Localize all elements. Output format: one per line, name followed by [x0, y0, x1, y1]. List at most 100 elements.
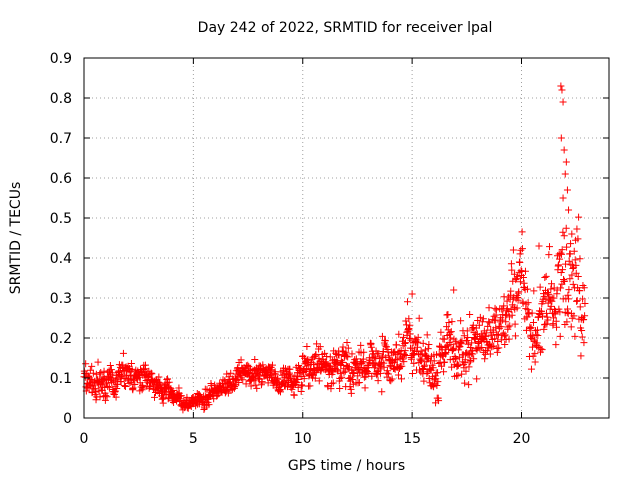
data-point [165, 378, 173, 386]
data-point [509, 246, 517, 254]
data-point [568, 230, 576, 238]
data-point [125, 379, 133, 387]
data-point [462, 367, 470, 375]
data-point [540, 325, 548, 333]
y-tick-label: 0.5 [50, 211, 72, 227]
data-point [89, 369, 97, 377]
y-tick-label: 0 [63, 411, 72, 427]
data-point [532, 331, 540, 339]
data-point [254, 374, 262, 382]
data-point [505, 335, 513, 343]
data-point [524, 306, 532, 314]
data-point [541, 274, 549, 282]
data-point [576, 255, 584, 263]
data-point [379, 347, 387, 355]
data-point [251, 355, 259, 363]
data-point [247, 382, 255, 390]
data-point [449, 345, 457, 353]
data-point [580, 284, 588, 292]
data-point [348, 350, 356, 358]
data-point [415, 314, 423, 322]
data-point [461, 379, 469, 387]
data-point [570, 312, 578, 320]
data-point [306, 382, 314, 390]
data-point [570, 247, 578, 255]
data-point [103, 379, 111, 387]
data-point [524, 299, 532, 307]
data-point [562, 224, 570, 232]
data-point [358, 359, 366, 367]
data-point [507, 287, 515, 295]
data-point [467, 356, 475, 364]
data-point [357, 341, 365, 349]
data-point [531, 350, 539, 358]
data-point [340, 368, 348, 376]
data-point [376, 369, 384, 377]
data-point [495, 324, 503, 332]
data-point [527, 365, 535, 373]
data-point [563, 243, 571, 251]
data-point [336, 369, 344, 377]
data-point [569, 280, 577, 288]
data-point [133, 375, 141, 383]
data-point [577, 352, 585, 360]
data-point [360, 373, 368, 381]
data-point [315, 377, 323, 385]
data-point [556, 332, 564, 340]
data-point [458, 370, 466, 378]
data-point [482, 329, 490, 337]
data-point [511, 332, 519, 340]
data-point [573, 225, 581, 233]
data-point [375, 350, 383, 358]
data-point [581, 300, 589, 308]
data-point [394, 371, 402, 379]
data-point [466, 311, 474, 319]
data-point [544, 289, 552, 297]
data-point [546, 243, 554, 251]
data-point [542, 272, 550, 280]
data-point [438, 362, 446, 370]
data-point [336, 385, 344, 393]
data-point [410, 359, 418, 367]
data-point [555, 261, 563, 269]
data-point [235, 379, 243, 387]
data-point [430, 383, 438, 391]
data-point [518, 245, 526, 253]
data-point [558, 246, 566, 254]
data-point [513, 304, 521, 312]
data-point [465, 381, 473, 389]
data-point [400, 358, 408, 366]
data-point [526, 325, 534, 333]
data-point [475, 321, 483, 329]
data-point [170, 399, 178, 407]
data-point [567, 323, 575, 331]
data-point [398, 362, 406, 370]
data-point [494, 338, 502, 346]
data-point [566, 250, 574, 258]
data-point [547, 285, 555, 293]
data-point [403, 298, 411, 306]
data-point [151, 393, 159, 401]
data-point [311, 374, 319, 382]
y-tick-label: 0.9 [50, 51, 72, 67]
data-point [529, 319, 537, 327]
data-point [237, 356, 245, 364]
data-point [384, 370, 392, 378]
data-point [557, 269, 565, 277]
data-point [562, 260, 570, 268]
data-point [528, 343, 536, 351]
data-point [297, 388, 305, 396]
data-point [538, 346, 546, 354]
data-point [96, 393, 104, 401]
data-point [389, 359, 397, 367]
data-point [521, 267, 529, 275]
data-point [425, 340, 433, 348]
data-point [537, 307, 545, 315]
data-point [85, 372, 93, 380]
data-point [409, 370, 416, 378]
data-point [352, 355, 360, 363]
data-point [271, 370, 279, 378]
data-point [571, 332, 579, 340]
data-point [485, 304, 493, 312]
